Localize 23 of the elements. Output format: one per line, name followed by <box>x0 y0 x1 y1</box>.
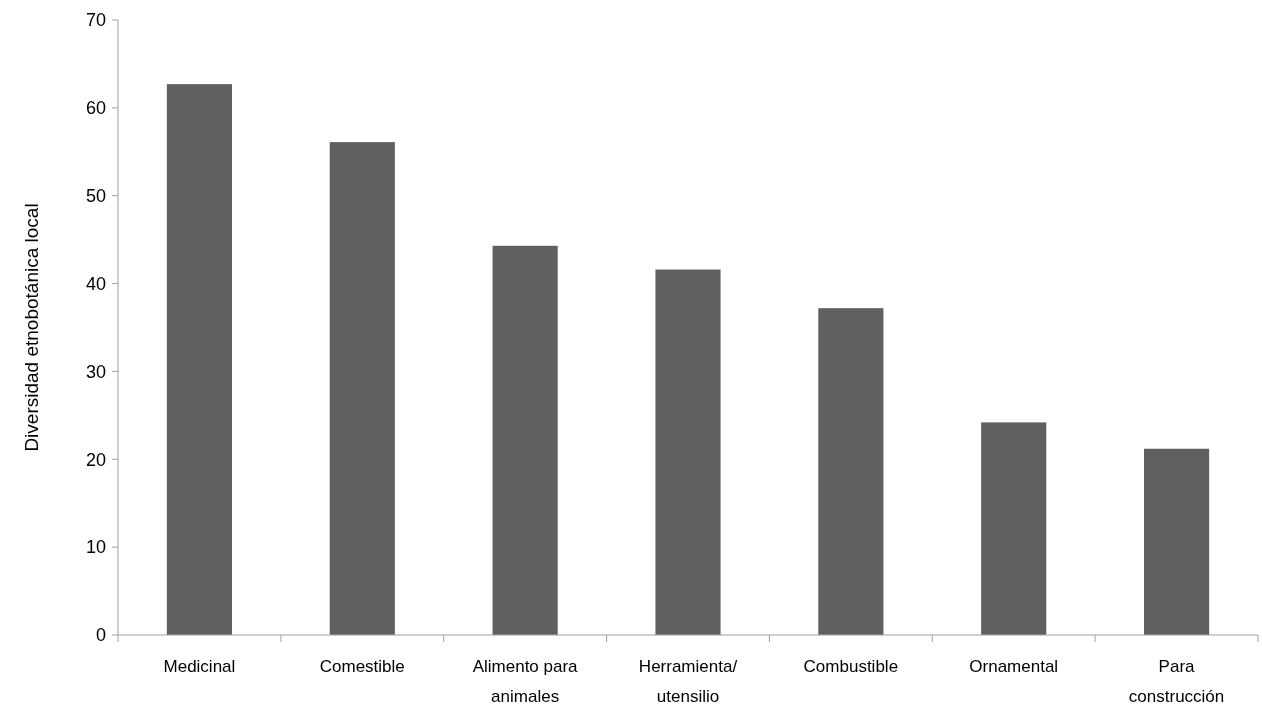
x-tick-label: Herramienta/ utensilio <box>638 657 738 706</box>
y-tick-label: 40 <box>85 273 106 294</box>
y-axis-title: Diversidad etnobotánica local <box>21 203 42 452</box>
x-tick-label: Ornamental <box>969 657 1059 676</box>
y-tick-label: 50 <box>85 186 106 207</box>
bar <box>981 422 1047 635</box>
bar <box>166 84 232 635</box>
bar <box>655 269 721 635</box>
y-tick-label: 60 <box>85 98 106 119</box>
x-tick-label: Comestible <box>319 657 405 676</box>
x-tick-label: Para construcción <box>1128 657 1225 706</box>
y-tick-label: 20 <box>85 449 106 470</box>
x-tick-label: Combustible <box>803 657 899 676</box>
x-tick-label: Alimento para animales <box>472 657 579 706</box>
y-tick-label: 10 <box>85 537 106 558</box>
bar <box>329 142 395 635</box>
y-tick-label: 70 <box>85 10 106 31</box>
x-tick-label: Medicinal <box>163 657 236 676</box>
y-tick-label: 0 <box>95 625 106 646</box>
bar <box>1144 448 1210 635</box>
y-tick-label: 30 <box>85 361 106 382</box>
bar <box>492 245 558 635</box>
bar <box>818 308 884 635</box>
